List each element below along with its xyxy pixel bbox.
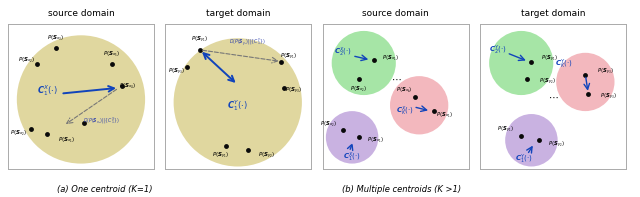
Text: $P(\boldsymbol{S}_{x_2})$: $P(\boldsymbol{S}_{x_2})$ bbox=[349, 85, 366, 94]
Text: $\cdots$: $\cdots$ bbox=[548, 92, 559, 101]
Circle shape bbox=[326, 111, 378, 164]
Text: $D(P(\boldsymbol{S}_{y_1})||\{C_1^Y\})$: $D(P(\boldsymbol{S}_{y_1})||\{C_1^Y\})$ bbox=[230, 37, 266, 48]
Text: $\cdots$: $\cdots$ bbox=[390, 74, 401, 84]
Text: $\boldsymbol{C}_1^X(\cdot)$: $\boldsymbol{C}_1^X(\cdot)$ bbox=[343, 151, 361, 164]
Text: $P(\boldsymbol{S}_{y_1})$: $P(\boldsymbol{S}_{y_1})$ bbox=[541, 54, 557, 64]
Text: $P(\boldsymbol{S}_{y_1})$: $P(\boldsymbol{S}_{y_1})$ bbox=[280, 52, 298, 62]
Text: $D(P(\boldsymbol{S}_{x_5})||\{C_1^X\})$: $D(P(\boldsymbol{S}_{x_5})||\{C_1^X\})$ bbox=[83, 116, 120, 126]
Text: $\boldsymbol{C}_K^X(\cdot)$: $\boldsymbol{C}_K^X(\cdot)$ bbox=[396, 104, 413, 118]
Text: $\boldsymbol{C}_1^Y(\cdot)$: $\boldsymbol{C}_1^Y(\cdot)$ bbox=[227, 98, 248, 113]
Text: target domain: target domain bbox=[205, 9, 270, 18]
Text: $P(\boldsymbol{S}_{y_1})$: $P(\boldsymbol{S}_{y_1})$ bbox=[497, 125, 513, 135]
Circle shape bbox=[17, 35, 145, 164]
Text: $\boldsymbol{C}_1^Y(\cdot)$: $\boldsymbol{C}_1^Y(\cdot)$ bbox=[515, 152, 533, 166]
Circle shape bbox=[505, 114, 557, 166]
Text: source domain: source domain bbox=[47, 9, 115, 18]
Text: $P(\boldsymbol{S}_{y_3})$: $P(\boldsymbol{S}_{y_3})$ bbox=[600, 91, 617, 102]
Text: source domain: source domain bbox=[362, 9, 429, 18]
Circle shape bbox=[390, 76, 449, 134]
Circle shape bbox=[173, 38, 302, 166]
Text: $P(\boldsymbol{S}_{y_2})$: $P(\boldsymbol{S}_{y_2})$ bbox=[258, 151, 276, 161]
Text: $P(\boldsymbol{S}_{x_4})$: $P(\boldsymbol{S}_{x_4})$ bbox=[119, 82, 136, 91]
Circle shape bbox=[489, 31, 553, 95]
Text: $P(\boldsymbol{S}_{x_k})$: $P(\boldsymbol{S}_{x_k})$ bbox=[396, 86, 413, 96]
Text: $P(\boldsymbol{S}_{x_1})$: $P(\boldsymbol{S}_{x_1})$ bbox=[381, 54, 398, 63]
Text: $P(\boldsymbol{S}_{x_1})$: $P(\boldsymbol{S}_{x_1})$ bbox=[367, 136, 384, 145]
Text: $\boldsymbol{C}_2^X(\cdot)$: $\boldsymbol{C}_2^X(\cdot)$ bbox=[335, 46, 352, 59]
Text: $P(\boldsymbol{S}_{x_3})$: $P(\boldsymbol{S}_{x_3})$ bbox=[47, 33, 65, 43]
Text: $\boldsymbol{C}_1^X(\cdot)$: $\boldsymbol{C}_1^X(\cdot)$ bbox=[37, 83, 58, 98]
Text: $P(\boldsymbol{S}_{x_1})$: $P(\boldsymbol{S}_{x_1})$ bbox=[58, 136, 75, 145]
Text: $P(\boldsymbol{S}_{y_2})$: $P(\boldsymbol{S}_{y_2})$ bbox=[539, 77, 556, 87]
Text: $P(\boldsymbol{S}_{y_3})$: $P(\boldsymbol{S}_{y_3})$ bbox=[285, 86, 302, 96]
Text: $P(\boldsymbol{S}_{y_1})$: $P(\boldsymbol{S}_{y_1})$ bbox=[212, 151, 229, 161]
Text: $P(\boldsymbol{S}_{y_2})$: $P(\boldsymbol{S}_{y_2})$ bbox=[548, 139, 564, 150]
Text: $P(\boldsymbol{S}_{y_3})$: $P(\boldsymbol{S}_{y_3})$ bbox=[597, 67, 614, 77]
Text: $P(\boldsymbol{S}_{x_1})$: $P(\boldsymbol{S}_{x_1})$ bbox=[436, 111, 452, 120]
Text: $P(\boldsymbol{S}_{x_5})$: $P(\boldsymbol{S}_{x_5})$ bbox=[103, 49, 120, 59]
Text: $\boldsymbol{C}_2^Y(\cdot)$: $\boldsymbol{C}_2^Y(\cdot)$ bbox=[489, 43, 507, 57]
Text: (a) One centroid (K=1): (a) One centroid (K=1) bbox=[56, 185, 152, 194]
Text: $P(\boldsymbol{S}_{y_1})$: $P(\boldsymbol{S}_{y_1})$ bbox=[191, 35, 209, 45]
Text: $P(\boldsymbol{S}_{x_2})$: $P(\boldsymbol{S}_{x_2})$ bbox=[19, 55, 36, 65]
Circle shape bbox=[556, 53, 614, 111]
Text: $\boldsymbol{C}_K^Y(\cdot)$: $\boldsymbol{C}_K^Y(\cdot)$ bbox=[555, 58, 572, 71]
Text: (b) Multiple centroids (K >1): (b) Multiple centroids (K >1) bbox=[342, 185, 461, 194]
Text: target domain: target domain bbox=[521, 9, 586, 18]
Circle shape bbox=[332, 31, 396, 95]
Text: $P(\boldsymbol{S}_{x_2})$: $P(\boldsymbol{S}_{x_2})$ bbox=[321, 119, 337, 129]
Text: $P(\boldsymbol{S}_{x_2})$: $P(\boldsymbol{S}_{x_2})$ bbox=[10, 128, 27, 138]
Text: $P(\boldsymbol{S}_{y_3})$: $P(\boldsymbol{S}_{y_3})$ bbox=[168, 67, 185, 77]
